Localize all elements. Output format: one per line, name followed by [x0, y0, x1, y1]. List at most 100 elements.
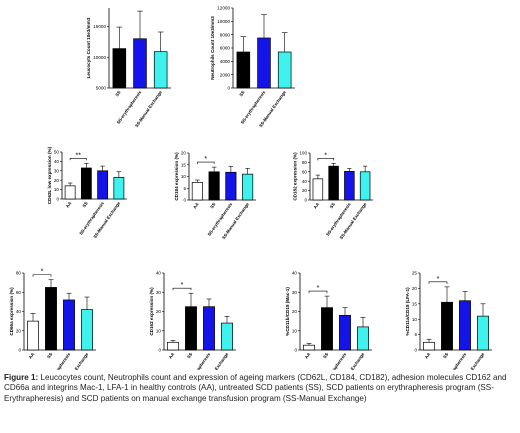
y-axis-label: CD182 expression (%)	[292, 152, 297, 201]
y-tick-label: 20	[181, 151, 187, 156]
bar	[344, 170, 355, 201]
y-axis-label: %CD11a/CD18 (LFA-1)	[405, 287, 410, 336]
bar	[191, 182, 203, 201]
significance-label: *	[181, 282, 184, 289]
y-tick-label: 25	[412, 271, 418, 276]
y-tick-label: 20	[302, 188, 308, 193]
bar	[133, 38, 147, 89]
y-tick-label: 0	[158, 348, 161, 353]
bar	[97, 170, 109, 200]
y-tick-label: 40	[302, 179, 308, 184]
category-label: SS	[209, 202, 216, 210]
significance-bracket	[317, 158, 334, 161]
caption-label: Figure 1:	[4, 373, 39, 382]
bar	[185, 306, 197, 351]
y-tick-label: 40	[54, 159, 60, 164]
bar	[27, 320, 39, 351]
category-label: AA	[313, 202, 321, 210]
y-tick-label: 10000	[217, 19, 230, 24]
y-tick-label: 10	[181, 174, 187, 179]
significance-bracket	[308, 290, 328, 294]
category-label: AA	[192, 202, 200, 210]
bar	[203, 306, 215, 351]
bar	[312, 178, 324, 201]
category-label: SS	[329, 202, 336, 210]
y-tick-label: 0	[294, 348, 297, 353]
category-label: AA	[424, 352, 432, 360]
significance-label: **	[76, 152, 82, 159]
bar	[257, 37, 271, 89]
y-tick-label: 10	[412, 317, 418, 322]
category-label: SS	[46, 352, 53, 360]
y-tick-label: 12000	[217, 6, 230, 11]
significance-bracket	[197, 161, 215, 165]
y-tick-label: 5000	[96, 86, 107, 91]
y-tick-label: 8000	[220, 32, 231, 37]
y-tick-label: 50	[54, 150, 60, 155]
y-axis-label: CD184 expression (%)	[174, 152, 179, 201]
y-tick-label: 15000	[93, 24, 106, 29]
y-tick-label: 80	[16, 271, 22, 276]
y-tick-label: 10	[54, 187, 60, 192]
y-tick-label: 2000	[220, 72, 231, 77]
category-label: SS	[322, 352, 329, 360]
y-axis-label: Leucocyts Count 10e3/mm3	[86, 17, 91, 78]
significance-bracket	[172, 287, 192, 291]
bar	[477, 315, 489, 351]
y-tick-label: 40	[16, 309, 22, 314]
significance-label: *	[204, 156, 207, 163]
category-label: AA	[304, 352, 312, 360]
y-tick-label: 100	[299, 151, 307, 156]
y-tick-label: 20	[54, 178, 60, 183]
y-tick-label: 0	[18, 348, 21, 353]
bar	[423, 341, 435, 351]
bar	[339, 315, 351, 351]
category-label: SS	[114, 90, 121, 98]
y-tick-label: 20	[292, 309, 298, 314]
figure-caption: Figure 1: Leucocytes count, Neutrophils …	[4, 373, 516, 404]
y-tick-label: 0	[56, 197, 59, 202]
y-tick-label: 30	[156, 290, 162, 295]
y-tick-label: 20	[156, 309, 162, 314]
bar	[64, 185, 76, 200]
y-tick-label: 60	[302, 169, 308, 174]
bar	[303, 344, 315, 351]
y-tick-label: 80	[302, 160, 308, 165]
bar	[167, 341, 179, 351]
y-axis-label: CD162 expression (%)	[149, 287, 154, 336]
y-tick-label: 5	[414, 332, 417, 337]
category-label: SS	[442, 352, 449, 360]
y-tick-label: 0	[183, 198, 186, 203]
bar	[45, 287, 57, 351]
y-axis-label: Neutrophils Count 10e3/mm3	[210, 16, 215, 80]
bar	[81, 309, 93, 351]
bar	[113, 177, 125, 200]
caption-text: Leucocytes count, Neutrophils count and …	[4, 373, 507, 403]
y-tick-label: 6000	[220, 46, 231, 51]
bar	[225, 171, 237, 201]
y-tick-label: 60	[16, 290, 22, 295]
bar	[112, 48, 127, 89]
category-label: AA	[65, 201, 73, 209]
bar	[321, 307, 333, 351]
significance-label: *	[324, 152, 327, 159]
significance-bracket	[32, 274, 52, 277]
y-tick-label: 15	[412, 301, 418, 306]
bar	[80, 167, 92, 200]
y-tick-label: 10000	[93, 55, 106, 60]
y-tick-label: 30	[54, 168, 60, 173]
y-tick-label: 0	[414, 348, 417, 353]
bar	[359, 171, 371, 201]
bar	[63, 299, 75, 351]
y-axis-label: CD62L low expression (%)	[47, 146, 52, 204]
